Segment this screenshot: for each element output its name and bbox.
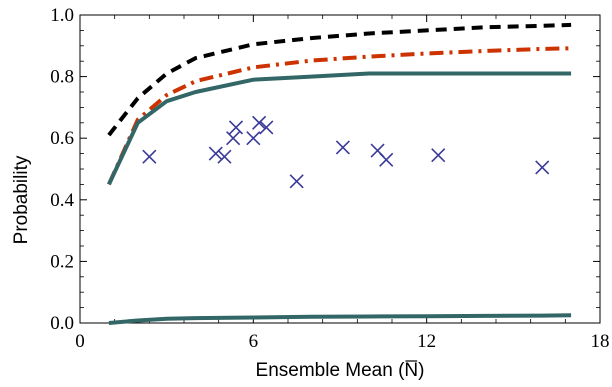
x-tick-label: 0 xyxy=(75,331,85,352)
series-lines xyxy=(107,22,572,325)
series-line-3 xyxy=(107,71,572,186)
scatter-point xyxy=(217,149,232,164)
x-tick-label: 6 xyxy=(249,331,259,352)
plot-area xyxy=(79,14,601,325)
scatter-point xyxy=(208,146,223,161)
scatter-point xyxy=(246,131,261,146)
x-axis-title-main: Ensemble Mean ( xyxy=(256,360,406,381)
y-tick-label: 0.0 xyxy=(50,313,74,334)
scatter-point xyxy=(259,120,274,135)
x-axis-title: Ensemble Mean (N) xyxy=(256,360,425,381)
major-ticks xyxy=(79,14,601,324)
x-axis-title-close: ) xyxy=(418,360,424,381)
y-axis-title: Probability xyxy=(11,155,32,244)
scatter-point xyxy=(535,160,550,175)
y-tick-labels: 0.0 0.2 0.4 0.6 0.8 1.0 xyxy=(50,5,74,334)
plot-frame xyxy=(79,14,601,324)
x-axis-title-symbol: N xyxy=(404,360,418,381)
x-tick-labels: 0 6 12 18 xyxy=(75,331,609,352)
scatter-point xyxy=(431,148,446,163)
series-line-2 xyxy=(107,46,572,186)
scatter-point xyxy=(335,140,350,155)
scatter-point xyxy=(226,131,241,146)
series-line-4 xyxy=(108,313,572,325)
scatter-point xyxy=(289,174,304,189)
y-tick-label: 1.0 xyxy=(50,5,74,26)
scatter-point xyxy=(228,120,244,135)
minor-ticks xyxy=(80,15,600,323)
y-tick-label: 0.6 xyxy=(50,128,74,149)
scatter-point xyxy=(142,149,157,164)
y-tick-label: 0.8 xyxy=(50,67,74,88)
x-tick-label: 12 xyxy=(417,331,436,352)
scatter-point xyxy=(252,115,267,130)
y-tick-label: 0.2 xyxy=(50,251,74,272)
x-tick-label: 18 xyxy=(591,331,610,352)
y-tick-label: 0.4 xyxy=(50,190,74,211)
scatter-points xyxy=(142,115,550,189)
scatter-point xyxy=(379,152,394,167)
series-line-1 xyxy=(107,22,572,137)
